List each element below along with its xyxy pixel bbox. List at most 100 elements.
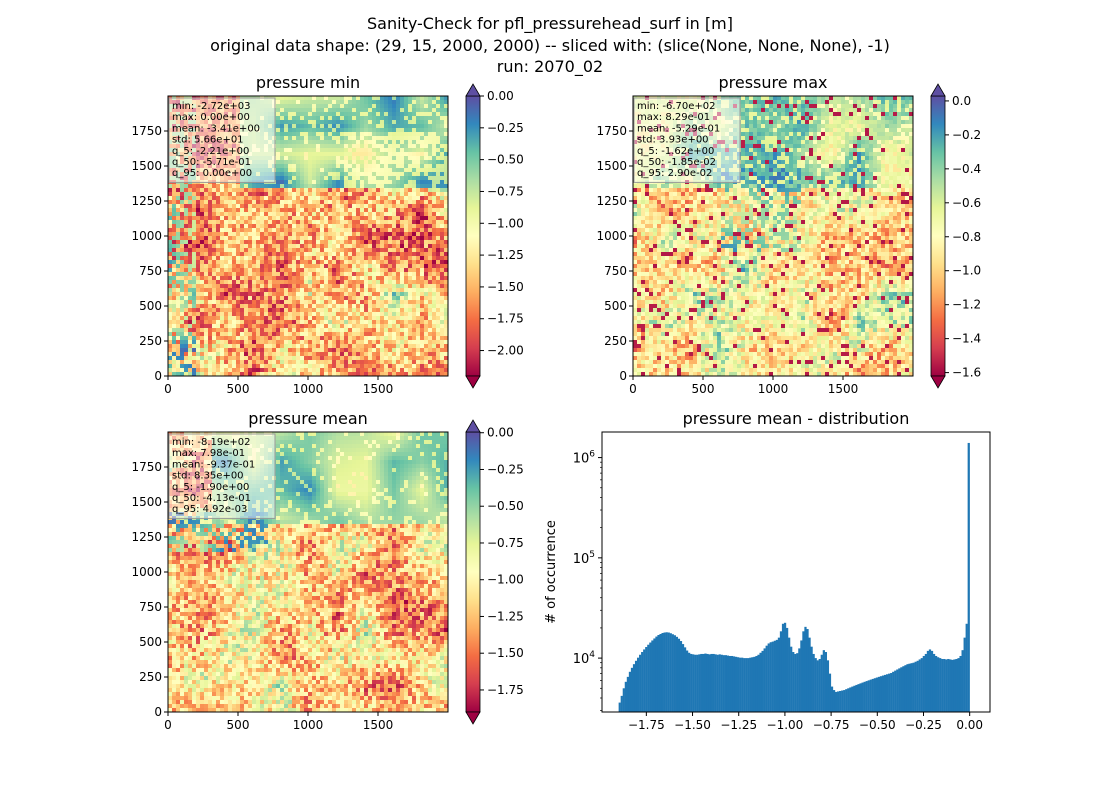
histogram-bar	[781, 623, 785, 712]
histogram-bar	[775, 639, 779, 712]
stats-line: max: 8.29e-01	[637, 112, 710, 123]
histogram-bar	[943, 658, 946, 712]
colorbar-tick-label: −1.50	[487, 646, 524, 660]
histogram-bar	[928, 649, 932, 712]
histogram-bar	[908, 663, 911, 712]
y-tick-label: 1250	[131, 530, 162, 544]
histogram-bar	[941, 658, 944, 712]
panel-title: pressure min	[256, 73, 360, 92]
histogram-bar	[630, 667, 634, 712]
histogram-bar	[939, 658, 942, 712]
histogram-bar	[830, 686, 834, 712]
histogram-bar	[730, 655, 734, 712]
histogram-bar	[914, 661, 917, 712]
colorbar-gradient	[465, 431, 481, 713]
histogram-bar	[720, 654, 723, 712]
histogram-bar	[918, 659, 921, 712]
heatmap-panel-3: pressure mean 0 500 1000 1500 0 250 500 750 1000 1…	[131, 409, 523, 732]
panel-title: pressure max	[718, 73, 827, 92]
histogram-bar	[669, 633, 672, 712]
histogram-bar	[618, 702, 621, 712]
histogram-bar	[806, 629, 809, 712]
x-tick-label: 1000	[758, 382, 789, 396]
histogram-bar	[771, 641, 774, 712]
histogram-bar	[620, 695, 623, 712]
histogram-bar	[718, 654, 721, 712]
y-tick-label: 750	[139, 264, 162, 278]
colorbar-tick-label: −0.50	[487, 499, 524, 513]
histogram-bar	[902, 666, 905, 712]
histogram-bar	[839, 690, 842, 712]
stats-line: mean: -9.37e-01	[172, 459, 255, 470]
histogram-bar	[875, 677, 879, 712]
histogram-bar	[737, 657, 740, 712]
y-tick-label: 1250	[131, 194, 162, 208]
x-tick-label: −1.50	[674, 718, 711, 732]
histogram-bar	[649, 642, 652, 712]
histogram-bar	[796, 653, 799, 712]
histogram-bar	[853, 685, 856, 712]
histogram-bar	[745, 658, 748, 712]
histogram-bar	[945, 659, 948, 712]
x-tick-label: 1000	[293, 718, 324, 732]
y-tick-label: 500	[139, 299, 162, 313]
histogram-bar	[814, 658, 817, 712]
histogram-bar	[851, 686, 854, 712]
colorbar: 0.0 −0.2 −0.4 −0.6 −0.8 −1.0 −1.2 −1.4 −1.6	[930, 83, 981, 389]
histogram-bar	[937, 657, 940, 712]
histogram-bar	[855, 684, 858, 712]
histogram-bar	[734, 656, 738, 712]
histogram-bar	[643, 649, 646, 712]
stats-box	[168, 433, 276, 519]
x-tick-label: 1500	[363, 718, 394, 732]
histogram-bar	[694, 654, 697, 712]
histogram-bar	[688, 652, 691, 712]
histogram-bar	[785, 627, 789, 712]
stats-box	[168, 97, 276, 183]
histogram-bar	[741, 657, 744, 712]
histogram-bar	[863, 681, 866, 712]
colorbar-tick-label: −1.2	[952, 298, 981, 312]
histogram-bar	[820, 654, 823, 712]
histogram-bar	[877, 676, 881, 712]
histogram-bar	[763, 648, 766, 712]
histogram-bar	[953, 659, 956, 712]
histogram-bar	[832, 690, 836, 712]
histogram-bar	[900, 667, 903, 712]
histogram-bar	[841, 690, 844, 712]
x-tick-label: −1.75	[628, 718, 665, 732]
stats-line: mean: -3.41e+00	[172, 123, 260, 134]
colorbar-tick-label: −1.00	[487, 573, 524, 587]
histogram-bar	[673, 635, 676, 712]
histogram-bar	[865, 681, 868, 712]
colorbar-tick-label: 0.00	[487, 426, 514, 440]
histogram-bar	[728, 655, 732, 712]
x-tick-label: 1500	[363, 382, 394, 396]
colorbar-tick-label: −1.75	[487, 312, 524, 326]
histogram-bar	[883, 674, 887, 712]
histogram-bar	[671, 634, 674, 712]
histogram-bar	[926, 650, 930, 712]
colorbar-extend-max	[930, 83, 946, 97]
colorbar-tick-label: −0.25	[487, 121, 524, 135]
y-tick-label: 0	[619, 369, 627, 383]
histogram-bar	[812, 653, 815, 712]
colorbar-tick-label: 0.0	[952, 94, 971, 108]
histogram-bar	[783, 622, 787, 712]
histogram-bar	[757, 654, 760, 712]
histogram-bar	[794, 653, 797, 712]
stats-line: min: -6.70e+02	[637, 101, 716, 112]
colorbar-tick-label: −1.6	[952, 366, 981, 380]
histogram-bar	[722, 655, 725, 712]
colorbar-tick-label: −0.75	[487, 536, 524, 550]
colorbar-tick-label: −1.00	[487, 216, 524, 230]
histogram-bar	[724, 655, 728, 712]
histogram-bar	[700, 653, 703, 712]
histogram-bar	[871, 678, 874, 712]
histogram-bar	[773, 640, 776, 712]
histogram-bar	[798, 648, 801, 712]
colorbar-tick-label: −0.8	[952, 230, 981, 244]
y-tick-label: 106	[573, 450, 596, 467]
histogram-bar	[661, 632, 664, 712]
histogram-bar	[932, 653, 936, 712]
